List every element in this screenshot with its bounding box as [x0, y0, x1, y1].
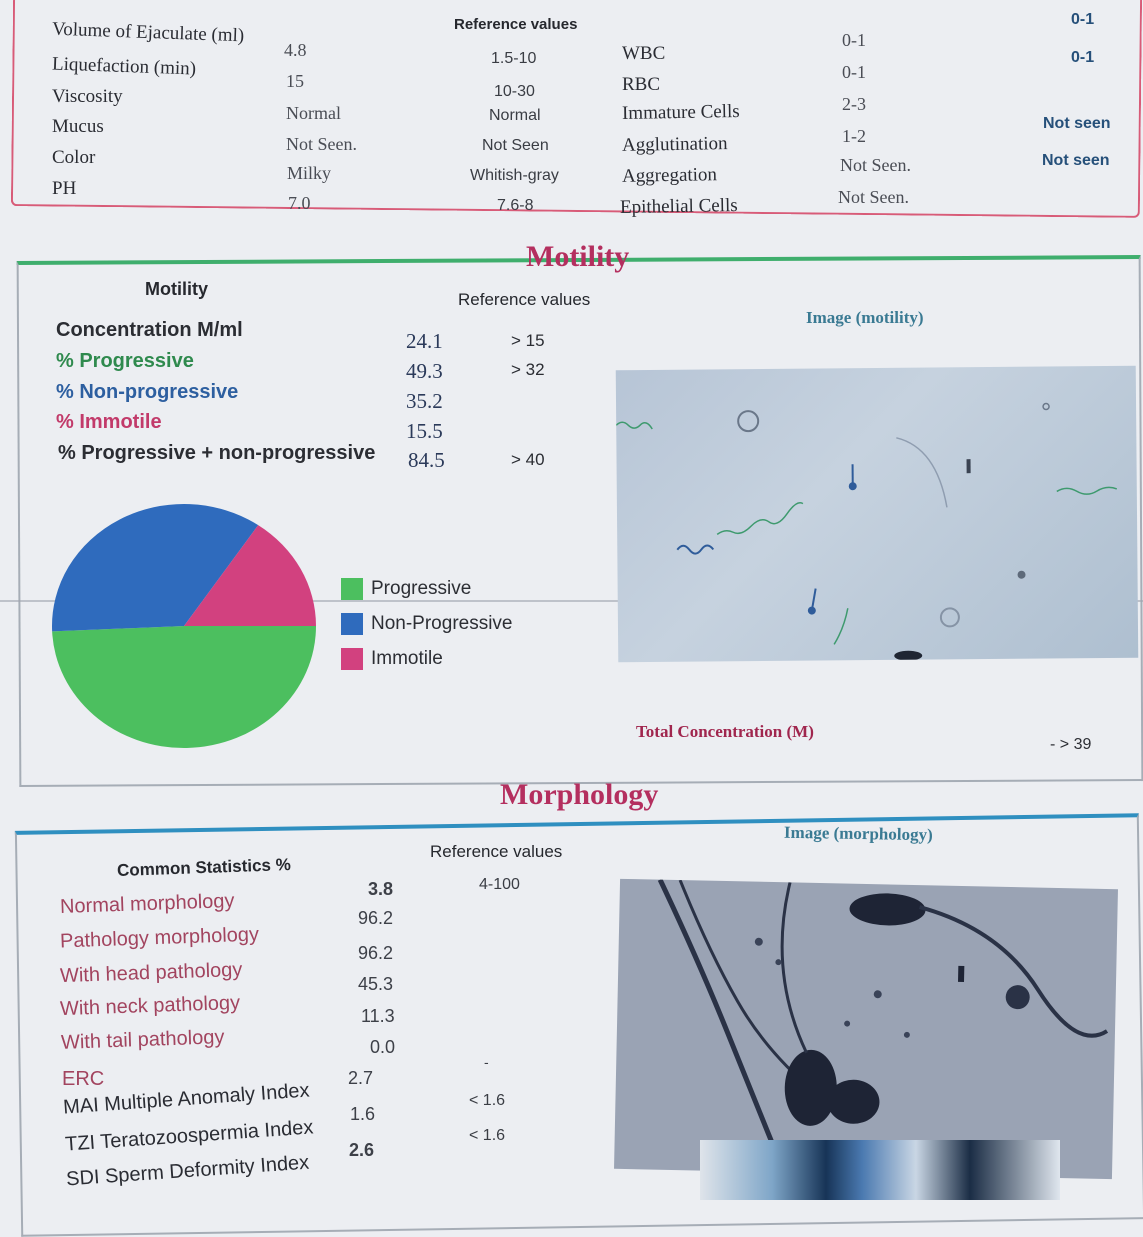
motility-image-drawing [616, 366, 1139, 663]
wbc-ref: 0-1 [1071, 11, 1094, 29]
motility-image-caption: Image (motility) [806, 308, 924, 328]
morphology-section-title: Morphology [500, 778, 658, 812]
head-pathology-value: 96.2 [358, 943, 393, 964]
sdi-value: 2.6 [349, 1140, 374, 1161]
epithelial-cells-value: Not Seen. [838, 187, 909, 208]
rbc-label: RBC [622, 74, 660, 96]
liquefaction-ref: 10-30 [494, 83, 535, 101]
wbc-label: WBC [622, 43, 665, 65]
progressive-plus-non-progressive-label: % Progressive + non-progressive [58, 442, 375, 465]
motility-microscope-image [616, 366, 1139, 663]
ph-label: PH [52, 178, 76, 200]
morphology-microscope-image [614, 879, 1118, 1179]
immotile-label: % Immotile [56, 411, 162, 434]
immature-cells-label: Immature Cells [622, 101, 740, 125]
progressive-ref: > 32 [511, 360, 545, 380]
aggregation-ref: Not seen [1042, 152, 1110, 170]
erc-label: ERC [62, 1068, 104, 1091]
progressive-plus-non-progressive-ref: > 40 [511, 450, 545, 470]
tzi-value: 1.6 [350, 1104, 375, 1125]
immotile-value: 15.5 [406, 419, 443, 444]
rbc-value: 0-1 [842, 62, 866, 83]
total-concentration-value: - > 39 [1050, 736, 1091, 754]
erc-ref: - [484, 1054, 489, 1070]
agglutination-label: Agglutination [622, 133, 728, 157]
tzi-ref: < 1.6 [469, 1127, 505, 1145]
legend-label-immotile: Immotile [371, 648, 443, 670]
mai-value: 2.7 [348, 1068, 373, 1089]
redacted-area [700, 1140, 1060, 1200]
concentration-label: Concentration M/ml [56, 319, 243, 342]
concentration-value: 24.1 [406, 329, 443, 354]
normal-morphology-value: 3.8 [368, 879, 393, 900]
morphology-image-drawing [614, 879, 1118, 1179]
mucus-value: Not Seen. [286, 134, 357, 155]
morphology-image-caption: Image (morphology) [784, 823, 933, 846]
motility-header: Motility [145, 279, 208, 300]
progressive-plus-non-progressive-value: 84.5 [408, 448, 445, 473]
progressive-value: 49.3 [406, 359, 443, 384]
agglutination-value: 1-2 [842, 126, 866, 147]
viscosity-label: Viscosity [52, 86, 123, 108]
wbc-value: 0-1 [842, 30, 866, 51]
concentration-ref: > 15 [511, 331, 545, 351]
legend-swatch-non-progressive [341, 613, 363, 635]
volume-ref: 1.5-10 [491, 50, 536, 68]
neck-pathology-value: 45.3 [358, 974, 393, 995]
pie-slice-progressive [52, 626, 316, 748]
color-ref: Whitish-gray [470, 167, 559, 185]
legend-label-non-progressive: Non-Progressive [371, 613, 513, 635]
legend-swatch-progressive [341, 578, 363, 600]
volume-value: 4.8 [284, 40, 307, 61]
viscosity-value: Normal [286, 103, 341, 124]
ph-value: 7.0 [288, 193, 311, 214]
mucus-ref: Not Seen [482, 137, 549, 155]
mai-ref: < 1.6 [469, 1092, 505, 1110]
color-label: Color [52, 147, 95, 169]
motility-section-title: Motility [526, 240, 629, 274]
tail-pathology-value: 11.3 [361, 1006, 395, 1027]
mucus-label: Mucus [52, 116, 104, 138]
progressive-label: % Progressive [56, 350, 194, 373]
motility-ref-header: Reference values [458, 290, 590, 310]
epithelial-cells-label: Epithelial Cells [620, 195, 738, 219]
aggregation-label: Aggregation [622, 164, 717, 188]
color-value: Milky [287, 163, 331, 184]
non-progressive-label: % Non-progressive [56, 381, 238, 404]
legend-swatch-immotile [341, 648, 363, 670]
morphology-ref-header: Reference values [430, 842, 562, 862]
ph-ref: 7.6-8 [497, 197, 533, 215]
liquefaction-value: 15 [286, 71, 304, 92]
non-progressive-value: 35.2 [406, 389, 443, 414]
agglutination-ref: Not seen [1043, 115, 1111, 133]
viscosity-ref: Normal [489, 107, 541, 125]
total-concentration-label: Total Concentration (M) [636, 722, 814, 742]
pathology-morphology-value: 96.2 [358, 908, 393, 929]
normal-morphology-ref: 4-100 [479, 876, 520, 894]
erc-value: 0.0 [370, 1037, 395, 1058]
rbc-ref: 0-1 [1071, 49, 1094, 67]
aggregation-value: Not Seen. [840, 155, 911, 176]
motility-pie-chart [50, 500, 330, 760]
top-ref-header: Reference values [454, 16, 577, 33]
immature-cells-value: 2-3 [842, 94, 866, 115]
legend-label-progressive: Progressive [371, 578, 471, 600]
